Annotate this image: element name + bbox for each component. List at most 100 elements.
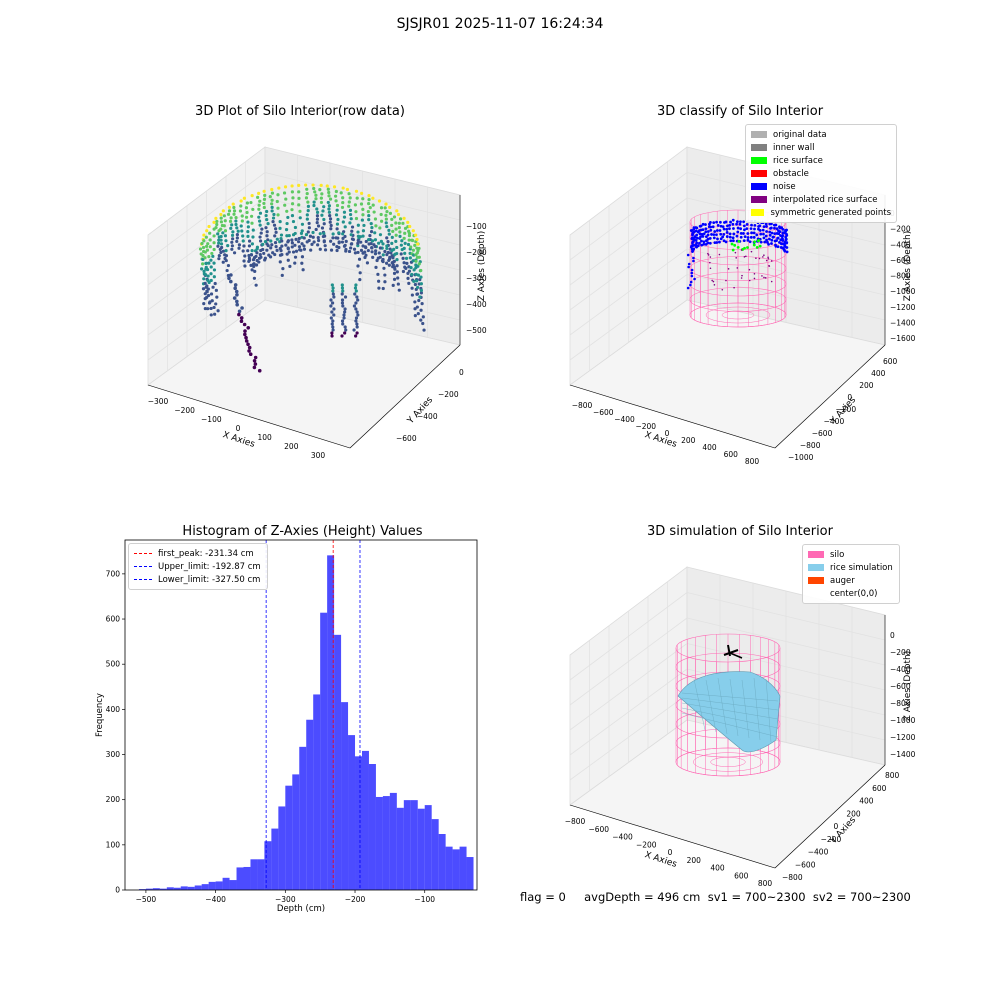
noise-point <box>735 234 739 238</box>
interpolated-point <box>745 255 747 258</box>
noise-point <box>764 222 768 226</box>
scatter-point <box>278 226 282 230</box>
interpolated-point <box>758 257 761 260</box>
x-axis-line <box>569 384 776 449</box>
silo-base-ring <box>710 757 746 767</box>
scatter-point <box>287 233 291 238</box>
noise-point <box>690 271 694 275</box>
scatter-point <box>350 225 355 229</box>
noise-point <box>715 241 719 244</box>
scatter-point <box>208 238 212 242</box>
scatter-point <box>410 272 414 277</box>
scatter-point <box>328 217 333 221</box>
scatter-point <box>297 236 301 241</box>
noise-point <box>753 227 756 231</box>
noise-point <box>692 243 696 247</box>
scatter-point <box>335 245 339 249</box>
scatter-point <box>356 298 360 302</box>
scatter-point <box>343 295 348 299</box>
scatter-point <box>208 245 212 249</box>
noise-point <box>725 235 729 238</box>
x-axis-line <box>569 804 776 869</box>
tick-label: 800 <box>758 879 773 888</box>
scatter-point <box>282 191 287 195</box>
scatter-point <box>327 210 331 214</box>
auger-shaft <box>727 644 731 657</box>
surface-mesh-line <box>705 679 717 733</box>
scatter-point <box>232 251 237 255</box>
scatter-point <box>419 288 423 292</box>
scatter-point <box>391 263 395 267</box>
tick-label: −400 <box>614 415 635 424</box>
scatter-point <box>211 254 215 258</box>
scatter-point <box>312 203 316 208</box>
panel2-silo-wireframe <box>689 209 787 328</box>
scatter-point <box>316 224 321 228</box>
interpolated-point <box>763 276 765 279</box>
histogram-bar <box>285 785 293 890</box>
grid-line <box>147 274 266 361</box>
scatter-point <box>387 232 391 236</box>
histogram-bars <box>138 555 474 890</box>
scatter-point <box>374 265 378 269</box>
scatter-point <box>252 264 256 269</box>
scatter-point <box>242 259 246 263</box>
scatter-point <box>222 224 226 228</box>
noise-point <box>726 224 729 228</box>
scatter-point <box>247 256 252 260</box>
scatter-point <box>242 196 246 200</box>
scatter-point <box>391 260 395 264</box>
panel2-x-label: X Axies <box>643 430 678 450</box>
legend-swatch <box>808 564 824 571</box>
scatter-point <box>383 249 387 254</box>
scatter-point <box>354 301 358 305</box>
noise-point <box>709 225 713 229</box>
scatter-point <box>257 215 261 219</box>
noise-point <box>765 225 768 228</box>
scatter-point <box>385 236 389 240</box>
scatter-point <box>213 312 217 316</box>
scatter-point <box>353 286 358 290</box>
noise-point <box>709 221 712 224</box>
scatter-point <box>332 242 336 246</box>
scatter-point <box>315 207 319 211</box>
y-tick-label: 200 <box>106 795 121 804</box>
scatter-point <box>331 292 335 296</box>
scatter-point <box>402 236 406 240</box>
interpolated-point <box>713 284 716 286</box>
interpolated-point <box>718 253 721 256</box>
scatter-point <box>272 212 276 217</box>
scatter-point <box>239 204 243 208</box>
interpolated-point <box>727 268 730 270</box>
scatter-point <box>280 252 284 257</box>
tick-label: −800 <box>572 401 593 410</box>
noise-point <box>736 230 740 234</box>
scatter-point <box>227 276 231 281</box>
noise-point <box>731 239 735 243</box>
scatter-point <box>323 248 328 252</box>
legend-item-rice-surface: rice surface <box>751 154 891 167</box>
scatter-point <box>247 345 252 350</box>
panel1-z-label: Z Axies (Depth) <box>477 231 487 302</box>
scatter-point <box>229 226 233 230</box>
scatter-point <box>259 239 263 243</box>
scatter-point <box>284 228 289 232</box>
scatter-point <box>392 277 397 281</box>
scatter-point <box>262 197 267 201</box>
scatter-point <box>331 236 335 240</box>
scatter-point <box>240 229 244 233</box>
scatter-point <box>341 186 345 190</box>
noise-point <box>695 241 699 245</box>
scatter-point <box>316 236 320 240</box>
surface-mesh-line <box>753 677 761 741</box>
scatter-point <box>210 251 214 256</box>
scatter-point <box>285 252 289 256</box>
scatter-point <box>214 216 218 220</box>
rice-surface-point <box>758 244 762 248</box>
scatter-point <box>383 280 387 284</box>
histogram-bar <box>264 841 272 890</box>
scatter-point <box>347 249 352 254</box>
scatter-point <box>258 211 263 215</box>
scatter-point <box>270 187 274 192</box>
scatter-point <box>343 234 347 239</box>
